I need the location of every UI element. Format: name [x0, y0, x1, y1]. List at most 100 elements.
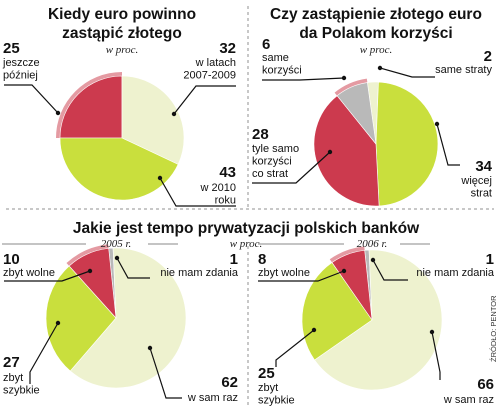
pie-korzysci-slice-same-korzyści: [336, 82, 377, 146]
leader-2007-2009-dot: [171, 111, 177, 117]
leader-2010-dot: [157, 175, 163, 181]
pie-2005-slice-zbyt-szybkie: [45, 265, 117, 372]
pie-charts: [45, 72, 443, 391]
slice-label: jeszcze: [2, 57, 40, 69]
value-label: 34: [475, 158, 492, 175]
value-label: 62: [221, 374, 238, 391]
value-label: 25: [258, 365, 275, 382]
pie-kiedy-euro-slice-jeszcze-później: [59, 75, 123, 139]
year-label: 2006 r.: [357, 238, 388, 250]
slice-label: strat: [471, 188, 492, 200]
pie-2005: [45, 244, 187, 389]
slice-label: zbyt: [3, 372, 23, 384]
slice-label: same straty: [435, 64, 492, 76]
slice-label: szybkie: [3, 385, 40, 397]
leader-zbyt-szybkie-2005-dot: [55, 320, 61, 326]
leader-jeszcze-pozniej-dot: [55, 110, 61, 116]
slice-label: szybkie: [258, 395, 295, 407]
leader-zbyt-szybkie-2006: [275, 329, 315, 367]
value-label: 8: [258, 251, 266, 268]
value-label: 6: [262, 36, 270, 53]
leader-zbyt-szybkie-2006-dot: [311, 327, 317, 333]
leader-wiecej-strat: [436, 123, 460, 166]
pie-kiedy-euro-slice-w-2010-roku: [59, 137, 179, 201]
slice-label: korzyści: [262, 65, 302, 77]
leader-same-korzysci: [262, 77, 345, 81]
slice-label: zbyt: [258, 382, 278, 394]
value-label: 32: [219, 40, 236, 57]
slice-label: roku: [215, 195, 236, 207]
slice-label: 2007-2009: [183, 70, 236, 82]
chart-title: zastąpić złotego: [62, 25, 182, 42]
slice-label: później: [3, 70, 38, 82]
leader-2007-2009: [173, 85, 236, 115]
chart-subtitle: w proc.: [230, 238, 263, 250]
leader-jeszcze-pozniej: [4, 84, 59, 114]
leader-nie-mam-zdania-2006-dot: [370, 257, 376, 263]
value-label: 10: [3, 251, 20, 268]
pie-korzysci-slice-tyle-samo-korzyści-co-strat: [313, 95, 380, 207]
pie-korzysci: [313, 78, 439, 207]
slice-label: korzyści: [252, 156, 292, 168]
leader-tyle-samo-dot: [327, 149, 333, 155]
chart-subtitle: w proc.: [360, 44, 393, 56]
leader-zbyt-wolne-2006-dot: [341, 268, 347, 274]
leader-w-sam-raz-2006-dot: [429, 329, 435, 335]
source-label: ŹRÓDŁO: PENTOR: [489, 295, 498, 362]
slice-label: zbyt wolne: [258, 267, 310, 279]
value-label: 1: [230, 251, 238, 268]
chart-texts: Kiedy euro powinno zastąpić złotego w proc…: [2, 6, 498, 407]
leader-zbyt-wolne-2005: [4, 270, 91, 282]
leader-zbyt-szybkie-2005: [29, 322, 59, 384]
pie-2006-slice-zbyt-szybkie: [301, 262, 373, 361]
chart-title: Czy zastąpienie złotego euro: [270, 6, 482, 23]
value-label: 28: [252, 126, 269, 143]
pie-2005-slice-w-sam-raz: [69, 247, 187, 389]
value-label: 27: [3, 354, 20, 371]
leader-2010: [159, 177, 236, 207]
slice-label: w sam raz: [187, 392, 238, 404]
slice-label: nie mam zdania: [416, 267, 495, 279]
pie-2006-slice-w-sam-raz: [314, 249, 443, 391]
leader-same-straty-dot: [377, 65, 383, 71]
slice-label: co strat: [252, 168, 288, 180]
chart-subtitle: w proc.: [106, 44, 139, 56]
slice-label: same: [262, 52, 289, 64]
leader-zbyt-wolne-2005-dot: [87, 268, 93, 274]
pie-2006-slice-zbyt-wolne: [331, 250, 373, 321]
value-label: 25: [3, 40, 20, 57]
pie-kiedy-euro: [56, 72, 185, 201]
leader-wiecej-strat-dot: [434, 121, 440, 127]
leader-nie-mam-zdania-2006: [372, 259, 408, 281]
slice-label: nie mam zdania: [160, 267, 239, 279]
leader-w-sam-raz-2005-dot: [147, 345, 153, 351]
value-label: 2: [484, 48, 492, 65]
pie-kiedy-euro-slice-w-latach-2007-2009: [121, 75, 185, 165]
value-label: 1: [486, 251, 494, 268]
leader-nie-mam-zdania-2005-dot: [114, 255, 120, 261]
chart-title: Jakie jest tempo prywatyzacji polskich b…: [73, 220, 420, 237]
pie-korzysci-slice-więcej-strat: [375, 81, 439, 207]
slice-label: w 2010: [200, 182, 236, 194]
leader-w-sam-raz-2006: [431, 331, 441, 380]
leader-same-korzysci-dot: [341, 75, 347, 81]
leader-tyle-samo: [252, 151, 331, 184]
pie-2005-slice-zbyt-wolne: [68, 248, 117, 319]
panel-separators: [6, 6, 494, 408]
value-label: 66: [477, 376, 494, 393]
slice-label: w latach: [195, 57, 236, 69]
slice-label: w sam raz: [443, 394, 494, 406]
leader-zbyt-wolne-2006: [258, 270, 345, 282]
slice-label: więcej: [460, 175, 492, 187]
value-label: 43: [219, 164, 236, 181]
leader-same-straty: [379, 67, 435, 78]
year-label: 2005 r.: [101, 238, 132, 250]
pie-2006: [301, 246, 443, 391]
slice-label: tyle samo: [252, 143, 299, 155]
slice-label: zbyt wolne: [3, 267, 55, 279]
leader-nie-mam-zdania-2005: [116, 257, 150, 279]
leader-w-sam-raz-2005: [149, 347, 182, 399]
chart-title: da Polakom korzyści: [299, 25, 452, 42]
chart-title: Kiedy euro powinno: [48, 6, 196, 23]
